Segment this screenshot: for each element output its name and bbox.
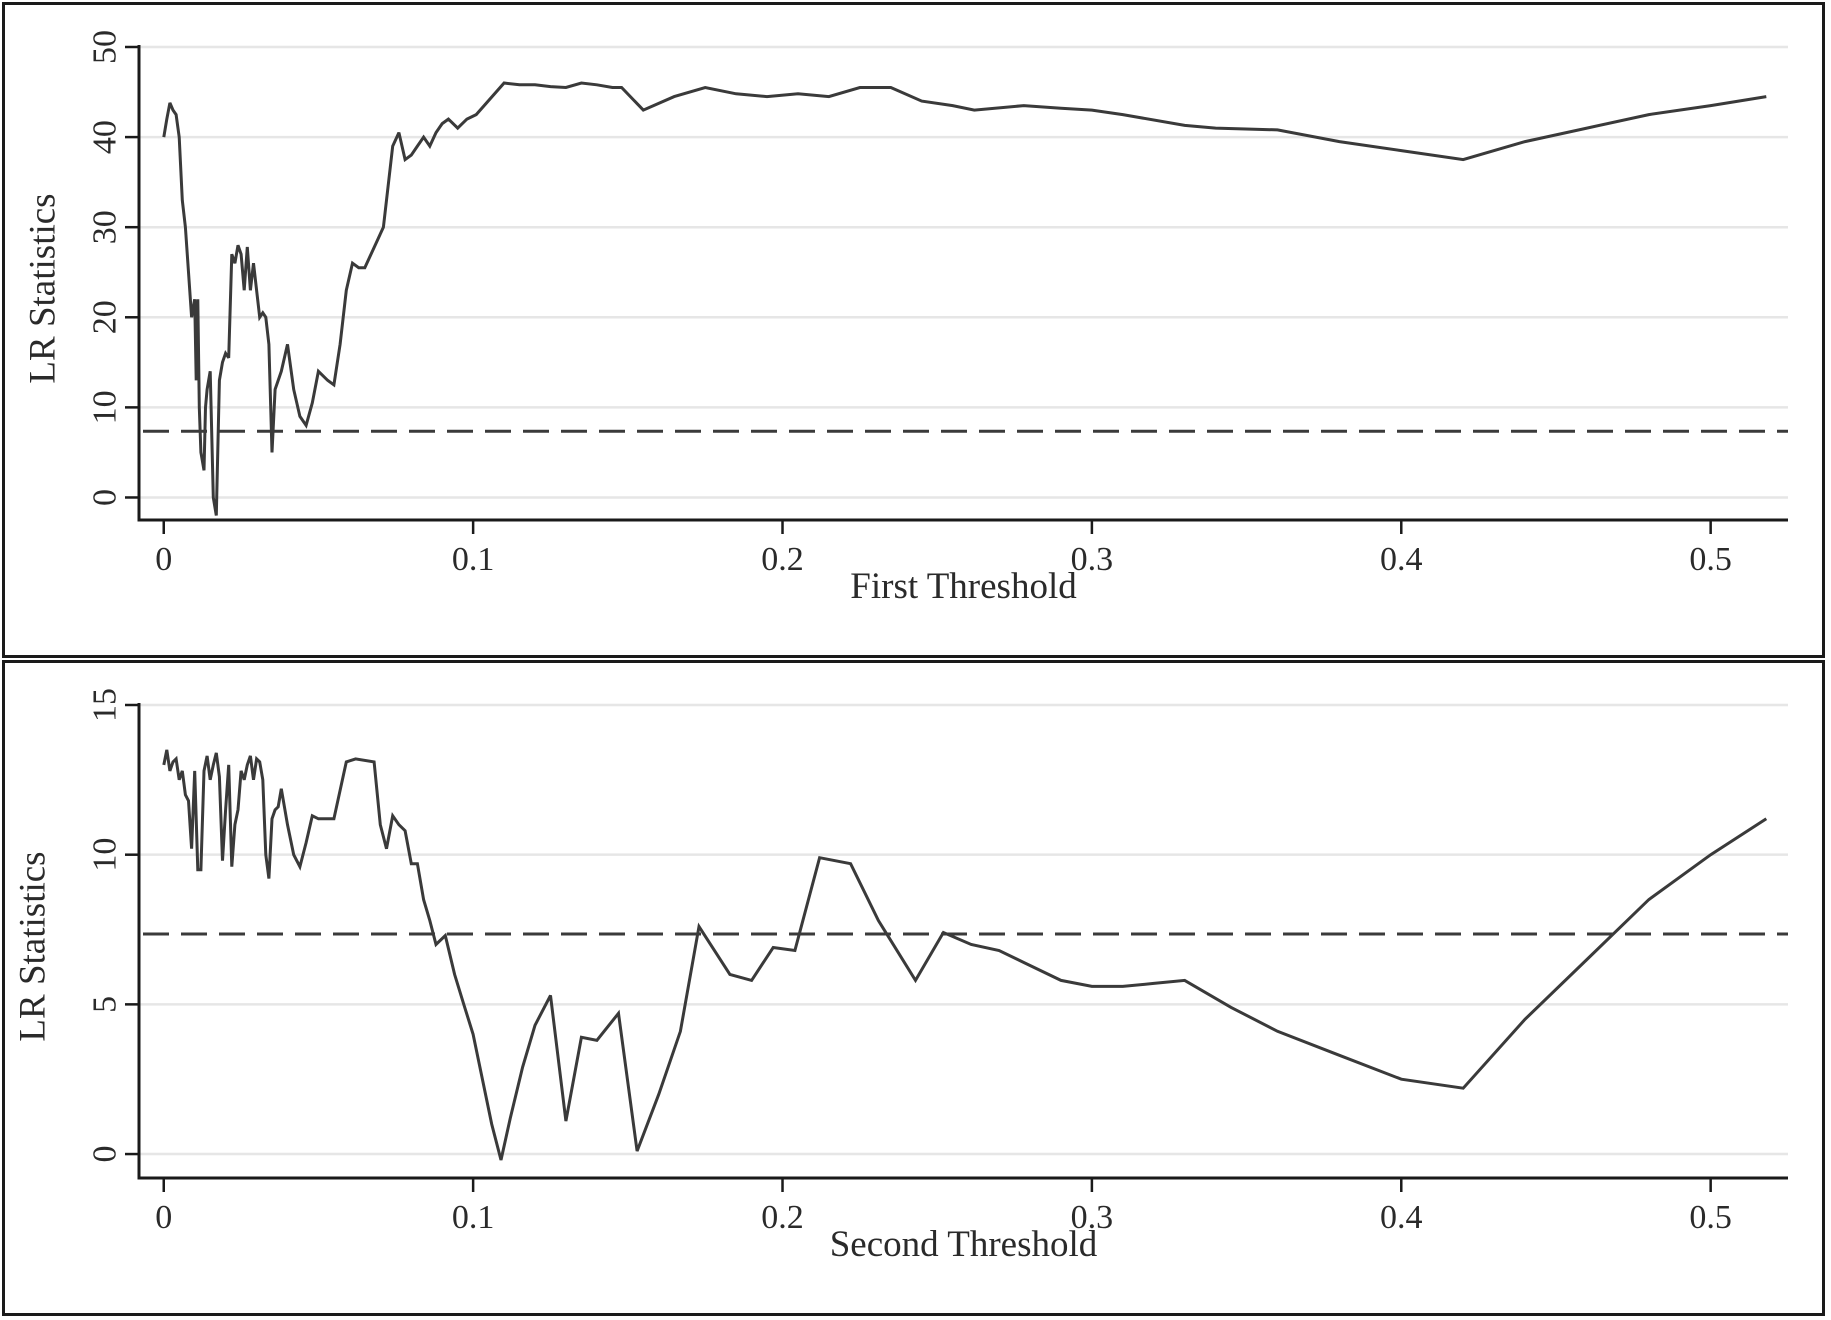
x-tick-label: 0.2 bbox=[761, 1199, 804, 1236]
y-tick-label: 10 bbox=[87, 838, 124, 872]
y-tick-label: 5 bbox=[87, 996, 124, 1013]
x-axis-title: Second Threshold bbox=[830, 1224, 1098, 1265]
x-tick-label: 0 bbox=[155, 1199, 172, 1236]
x-tick-label: 0.3 bbox=[1071, 541, 1114, 578]
chart-panel-second-threshold: 0 5 10 15 0 0.1 0.2 0.3 0.4 0.5 Second Threshold LR… bbox=[2, 660, 1825, 1316]
x-axis-title: First Threshold bbox=[850, 566, 1077, 607]
y-tick-label: 50 bbox=[87, 30, 124, 64]
x-tick-label: 0.2 bbox=[761, 541, 804, 578]
y-tick-label: 10 bbox=[87, 390, 124, 424]
x-tick-label: 0.3 bbox=[1071, 1199, 1114, 1236]
chart-panel-first-threshold: 0 10 20 30 40 50 0 0.1 0.2 0.3 0.4 0.5 First Thresho… bbox=[2, 2, 1825, 658]
y-axis-title: LR Statistics bbox=[13, 851, 54, 1041]
y-tick-label: 30 bbox=[87, 210, 124, 244]
second-threshold-chart: 0 5 10 15 0 0.1 0.2 0.3 0.4 0.5 Second Threshold LR… bbox=[13, 688, 1788, 1265]
series-line bbox=[162, 749, 1768, 1161]
y-tick-label: 15 bbox=[87, 688, 124, 722]
x-tick-label: 0.5 bbox=[1689, 541, 1732, 578]
x-tick-label: 0.4 bbox=[1380, 1199, 1423, 1236]
x-tick-label: 0.4 bbox=[1380, 541, 1423, 578]
y-tick-label: 40 bbox=[87, 120, 124, 154]
y-tick-label: 0 bbox=[87, 1146, 124, 1163]
x-tick-label: 0.1 bbox=[452, 1199, 495, 1236]
y-tick-label: 20 bbox=[87, 300, 124, 334]
first-threshold-chart: 0 10 20 30 40 50 0 0.1 0.2 0.3 0.4 0.5 First Thresho… bbox=[23, 30, 1788, 607]
x-tick-label: 0.5 bbox=[1689, 1199, 1732, 1236]
x-tick-label: 0 bbox=[155, 541, 172, 578]
x-tick-label: 0.1 bbox=[452, 541, 495, 578]
y-axis-title: LR Statistics bbox=[23, 193, 64, 383]
y-tick-label: 0 bbox=[87, 489, 124, 506]
series-line bbox=[162, 81, 1767, 516]
